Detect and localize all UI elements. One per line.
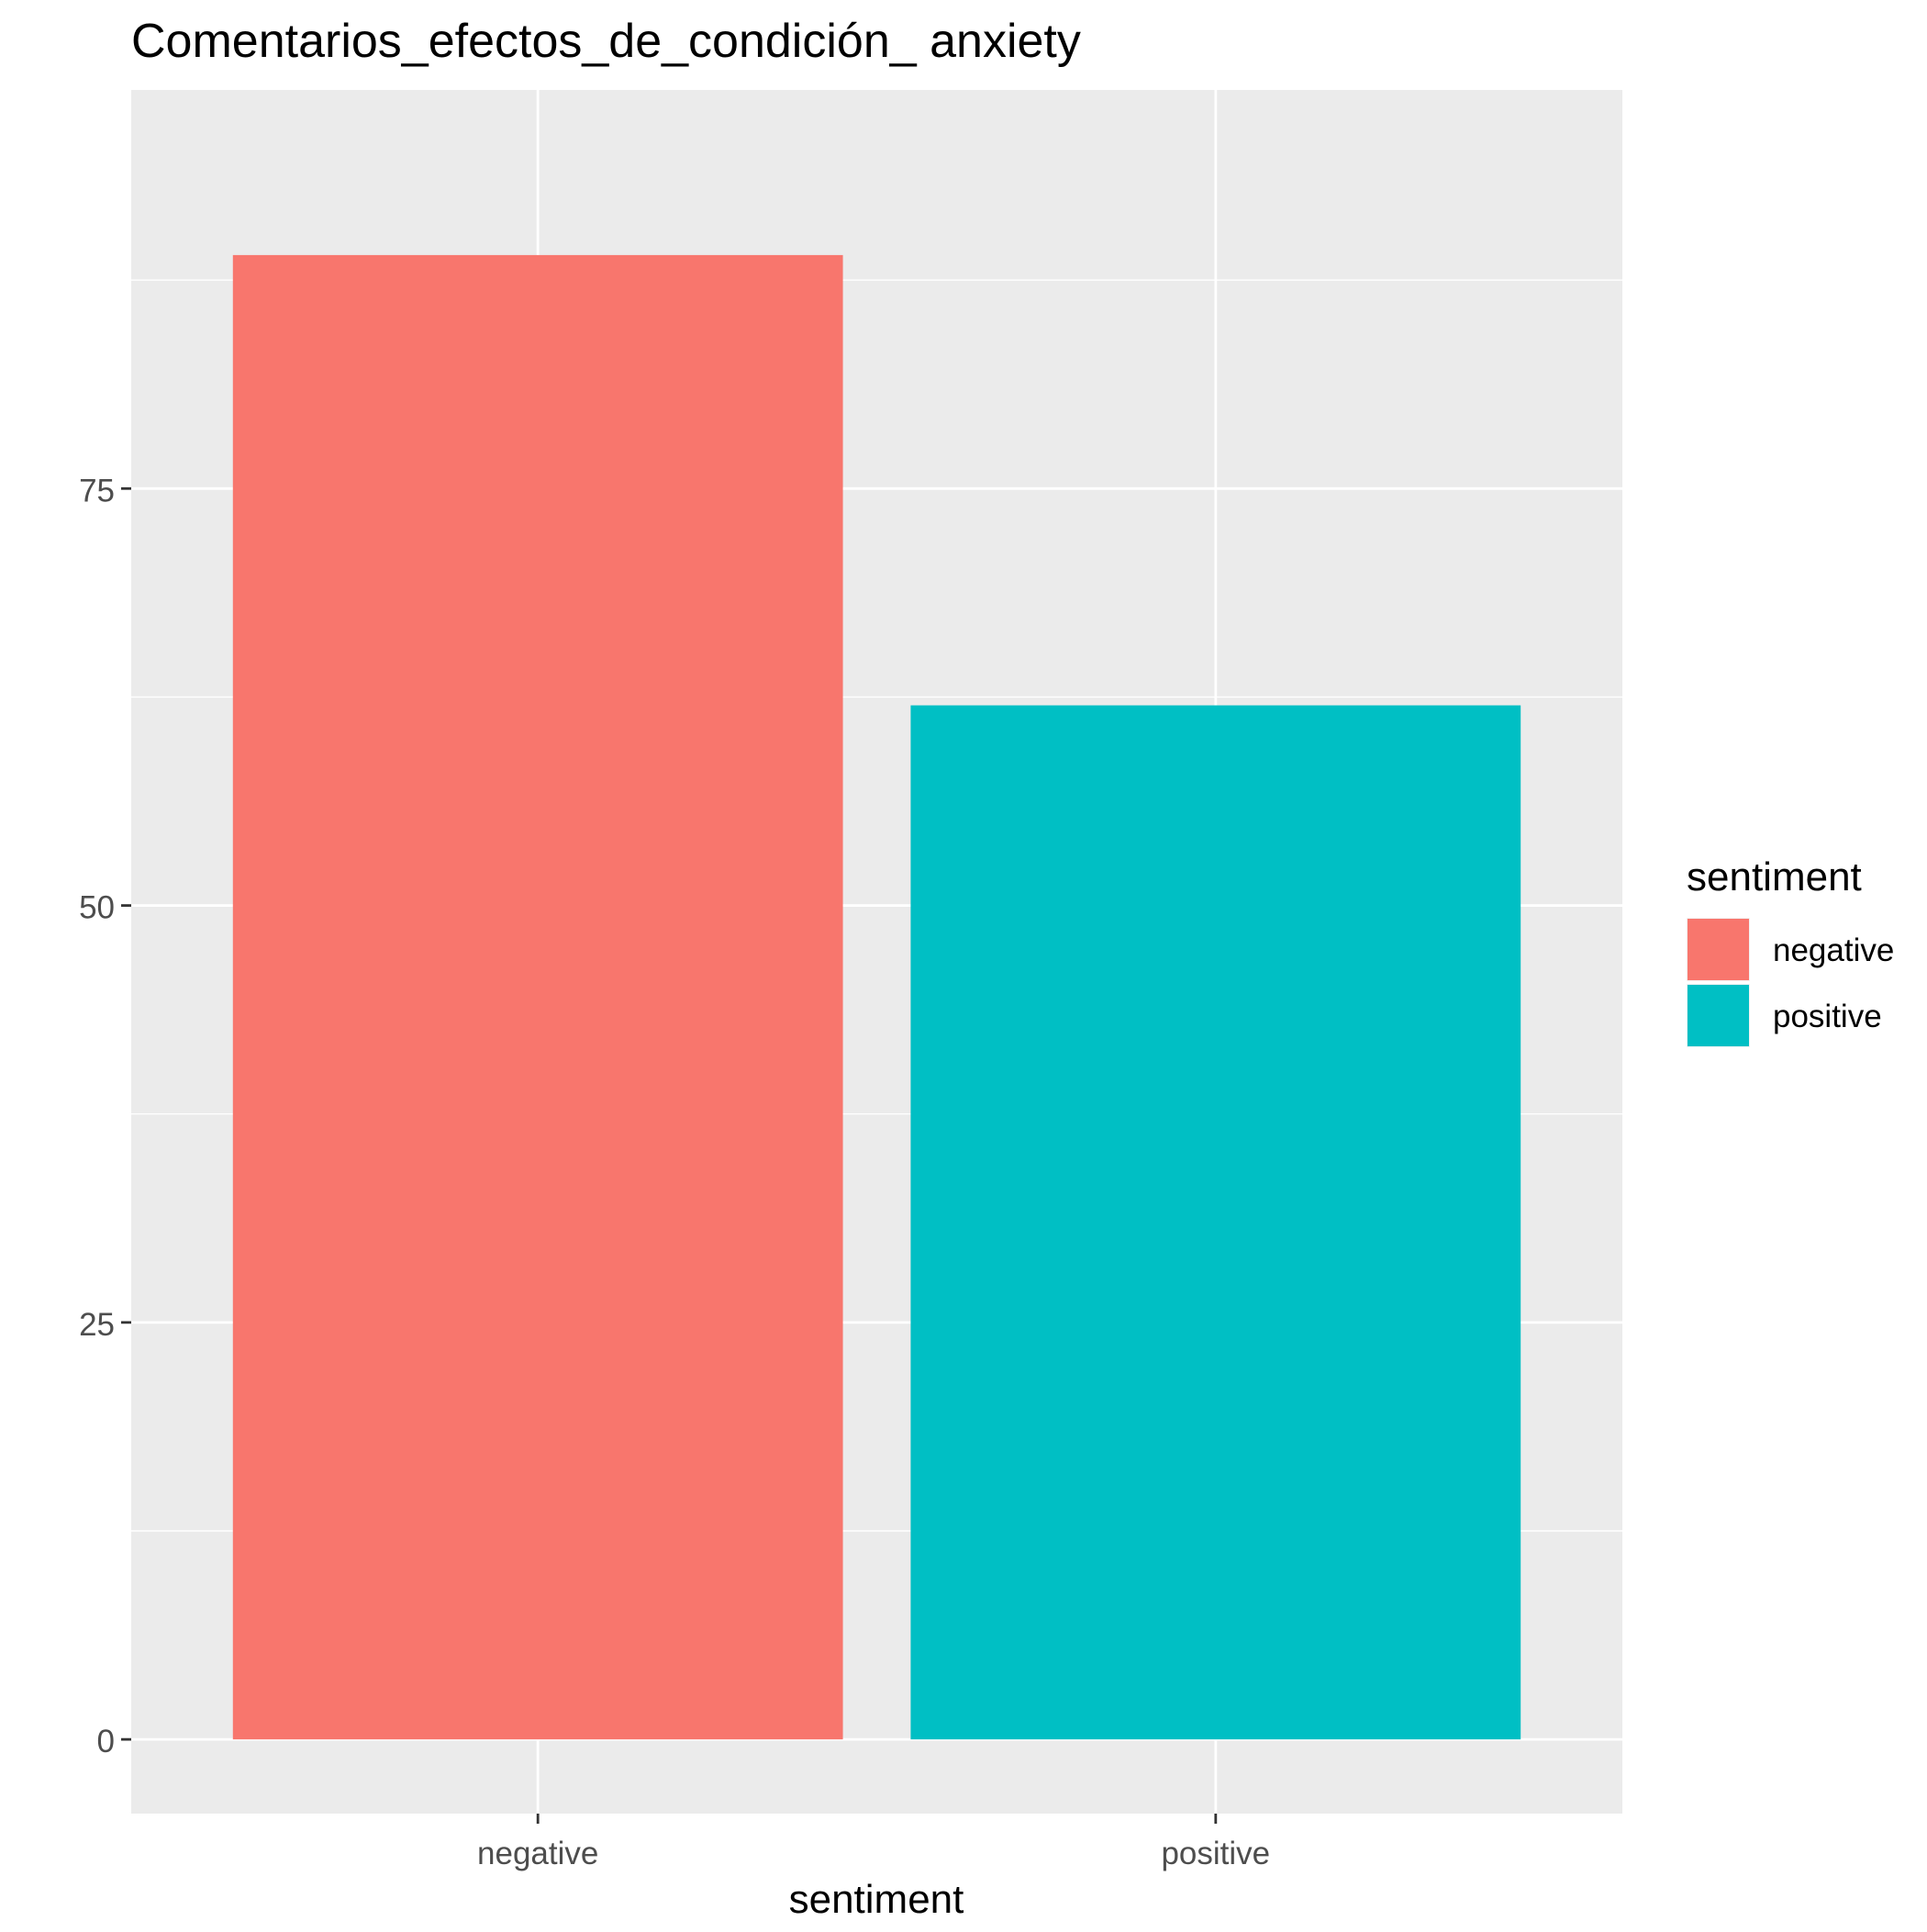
legend: sentiment negative positive (1687, 854, 1894, 1047)
chart-title: Comentarios_efectos_de_condición_ anxiet… (131, 15, 1081, 68)
x-tick-label: negative (477, 1836, 598, 1871)
legend-label-negative: negative (1773, 932, 1894, 968)
y-tick-label: 25 (79, 1307, 115, 1343)
bars (232, 254, 1521, 1740)
legend-items: negative positive (1687, 918, 1894, 1047)
x-tick-label: positive (1161, 1836, 1270, 1871)
legend-swatch-positive (1688, 985, 1749, 1046)
axes: 0 25 50 75 negative positive (79, 473, 1270, 1871)
legend-label-positive: positive (1773, 999, 1882, 1034)
y-tick-label: 50 (79, 890, 115, 926)
legend-title: sentiment (1687, 854, 1862, 899)
bar-negative (232, 254, 843, 1740)
y-tick-label: 0 (97, 1724, 115, 1759)
y-tick-label: 75 (79, 473, 115, 508)
x-axis-label: sentiment (789, 1877, 964, 1922)
legend-swatch-negative (1688, 919, 1749, 980)
bar-positive (910, 705, 1521, 1740)
